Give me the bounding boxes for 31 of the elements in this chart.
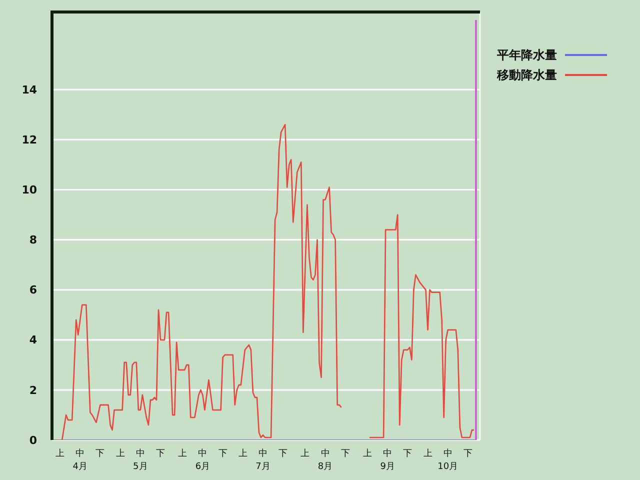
x-tick-label: 中 10月 xyxy=(438,448,458,472)
x-tick-label: 上 xyxy=(362,448,372,459)
x-tick-label: 上 xyxy=(238,448,248,459)
x-tick-label: 中 7月 xyxy=(256,448,270,472)
x-tick-label: 中 5月 xyxy=(133,448,148,472)
x-tick-label: 上 xyxy=(178,448,188,459)
y-tick-label: 10 xyxy=(22,184,38,197)
x-tick-label: 下 xyxy=(463,449,472,459)
y-tick-label: 2 xyxy=(29,384,37,397)
legend-label: 平年降水量 xyxy=(496,48,557,62)
y-tick-label: 8 xyxy=(29,234,37,247)
y-tick-label: 0 xyxy=(29,434,38,447)
x-tick-label: 下 xyxy=(340,449,350,459)
x-tick-label: 上 xyxy=(300,448,310,459)
x-tick-label: 下 xyxy=(218,449,228,459)
x-tick-label: 下 xyxy=(96,449,105,459)
y-tick-label: 4 xyxy=(29,334,38,347)
x-tick-label: 中 4月 xyxy=(72,448,88,472)
x-tick-label: 下 xyxy=(278,449,288,459)
x-tick-label: 上 xyxy=(56,448,65,459)
legend-label: 移動降水量 xyxy=(496,68,557,82)
y-tick-label: 12 xyxy=(22,134,37,146)
x-tick-label: 中 8月 xyxy=(318,448,333,472)
y-tick-label: 14 xyxy=(22,83,38,96)
x-tick-label: 下 xyxy=(403,449,412,459)
x-tick-label: 上 xyxy=(116,448,125,459)
y-tick-label: 6 xyxy=(29,284,38,297)
x-tick-label: 中 9月 xyxy=(380,448,395,472)
x-tick-label: 中 6月 xyxy=(195,448,210,472)
x-tick-label: 下 xyxy=(156,449,166,459)
x-tick-label: 上 xyxy=(423,448,432,459)
